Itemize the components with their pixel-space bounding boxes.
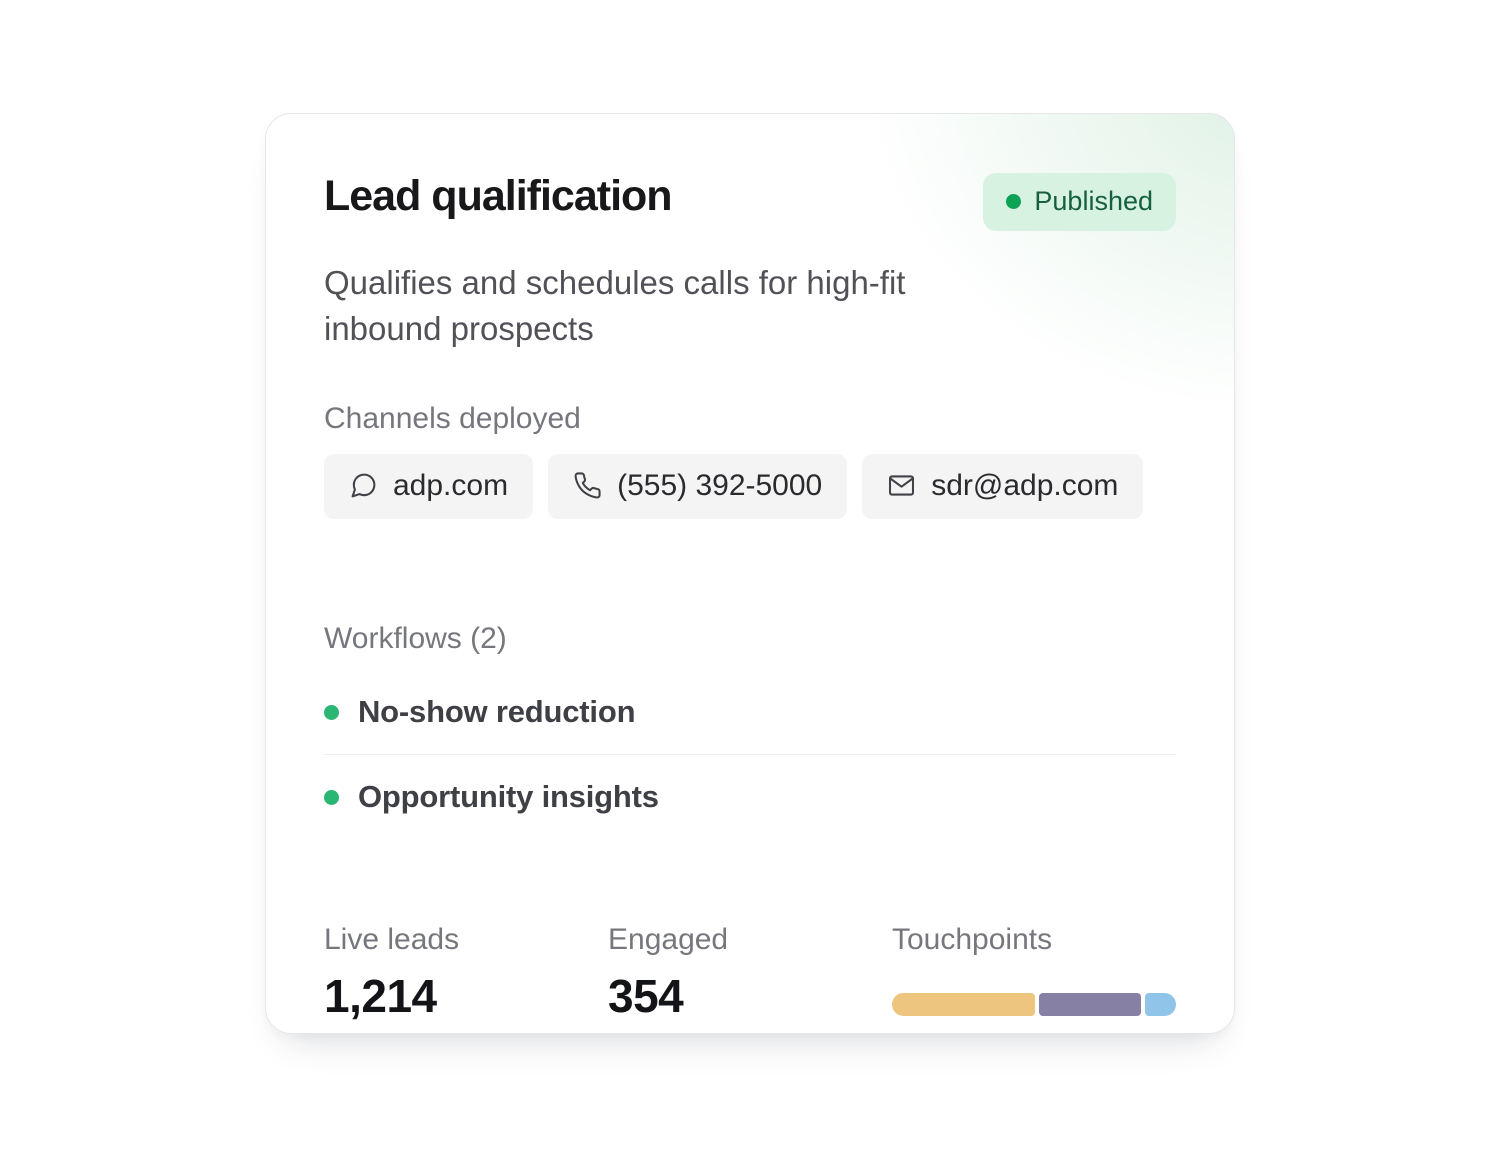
status-badge: Published bbox=[983, 173, 1176, 231]
stat-engaged: Engaged 354 bbox=[608, 923, 892, 1021]
workflow-item[interactable]: Opportunity insights bbox=[324, 755, 1176, 839]
active-dot-icon bbox=[324, 704, 339, 720]
chat-icon bbox=[351, 473, 376, 498]
workflow-item-label: Opportunity insights bbox=[358, 779, 659, 815]
workflows-section: Workflows (2) No-show reduction Opportun… bbox=[324, 622, 1176, 840]
divider bbox=[324, 754, 1176, 756]
touchpoints-bar bbox=[892, 992, 1176, 1016]
stat-value: 1,214 bbox=[324, 969, 437, 1022]
active-dot-icon bbox=[324, 789, 339, 805]
channel-chip-label: adp.com bbox=[393, 468, 509, 502]
workflow-list: No-show reduction Opportunity insights bbox=[324, 670, 1176, 839]
channels-section: Channels deployed adp.com (555) 392-5000 bbox=[324, 402, 1176, 519]
channel-chips: adp.com (555) 392-5000 sdr@adp.com bbox=[324, 453, 1176, 519]
channel-chip-phone[interactable]: (555) 392-5000 bbox=[548, 453, 848, 519]
stat-touchpoints: Touchpoints bbox=[892, 923, 1176, 1021]
workflow-item[interactable]: No-show reduction bbox=[324, 670, 1176, 754]
channel-chip-label: (555) 392-5000 bbox=[617, 468, 823, 502]
status-label: Published bbox=[1034, 186, 1153, 216]
card-title: Lead qualification bbox=[324, 172, 673, 220]
status-dot-icon bbox=[1006, 194, 1022, 209]
mail-icon bbox=[889, 475, 915, 496]
stat-label: Touchpoints bbox=[892, 923, 1053, 957]
channel-chip-email[interactable]: sdr@adp.com bbox=[862, 453, 1144, 519]
workflows-label: Workflows (2) bbox=[324, 621, 507, 655]
touchpoints-bar-segment-3 bbox=[1145, 992, 1176, 1016]
channels-label: Channels deployed bbox=[324, 402, 581, 436]
phone-icon bbox=[574, 472, 601, 499]
touchpoints-bar-segment-1 bbox=[892, 992, 1035, 1016]
stat-label: Live leads bbox=[324, 923, 460, 957]
workflow-item-label: No-show reduction bbox=[358, 694, 636, 730]
lead-qualification-card[interactable]: Lead qualification Published Qualifies a… bbox=[265, 113, 1235, 1034]
touchpoints-bar-segment-2 bbox=[1039, 992, 1141, 1016]
channel-chip-label: sdr@adp.com bbox=[931, 468, 1119, 502]
stat-value: 354 bbox=[608, 969, 684, 1022]
stat-label: Engaged bbox=[608, 923, 729, 957]
stat-live-leads: Live leads 1,214 bbox=[324, 923, 608, 1021]
card-header: Lead qualification Published bbox=[324, 172, 1176, 231]
card-description: Qualifies and schedules calls for high-f… bbox=[324, 264, 906, 347]
stats-row: Live leads 1,214 Engaged 354 Touchpoints bbox=[324, 923, 1176, 1021]
channel-chip-web[interactable]: adp.com bbox=[324, 453, 534, 519]
